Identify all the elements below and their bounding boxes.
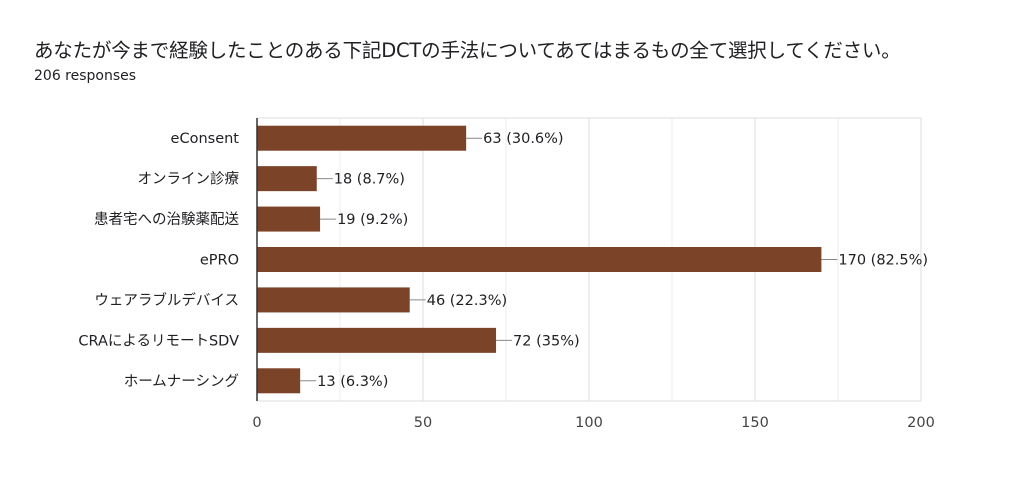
x-tick-label: 50 bbox=[414, 415, 432, 431]
category-label: ePRO bbox=[200, 253, 239, 269]
chart-title: あなたが今まで経験したことのある下記DCTの手法についてあてはまるもの全て選択し… bbox=[34, 39, 901, 62]
data-label: 13 (6.3%) bbox=[317, 374, 388, 390]
x-tick-label: 200 bbox=[907, 415, 935, 431]
category-label: オンライン診療 bbox=[138, 171, 240, 188]
category-label: CRAによるリモートSDV bbox=[78, 333, 239, 349]
grid bbox=[256, 117, 922, 402]
category-label: eConsent bbox=[171, 131, 240, 147]
bar bbox=[257, 166, 317, 192]
bar bbox=[257, 247, 822, 272]
bar bbox=[257, 368, 301, 394]
data-label: 18 (8.7%) bbox=[334, 172, 405, 188]
bar bbox=[257, 287, 410, 313]
data-label: 170 (82.5%) bbox=[838, 253, 928, 269]
category-label: ホームナーシング bbox=[124, 373, 239, 390]
data-label: 63 (30.6%) bbox=[483, 131, 563, 147]
data-label: 72 (35%) bbox=[513, 333, 580, 349]
x-tick-label: 0 bbox=[252, 415, 261, 431]
labels: 0 50 100 150 200 eConsent 63 (30.6%) オンライン診療 18 … bbox=[78, 131, 934, 431]
response-count: 206 responses bbox=[34, 68, 137, 84]
bar bbox=[257, 206, 321, 232]
bar bbox=[257, 125, 467, 151]
x-tick-label: 100 bbox=[575, 415, 603, 431]
bars bbox=[257, 125, 822, 394]
x-tick-label: 150 bbox=[741, 415, 769, 431]
category-label: 患者宅への治験薬配送 bbox=[94, 211, 239, 228]
data-label: 19 (9.2%) bbox=[337, 212, 408, 228]
category-label: ウェアラブルデバイス bbox=[94, 291, 239, 309]
data-label: 46 (22.3%) bbox=[427, 293, 507, 309]
bar bbox=[257, 327, 497, 353]
